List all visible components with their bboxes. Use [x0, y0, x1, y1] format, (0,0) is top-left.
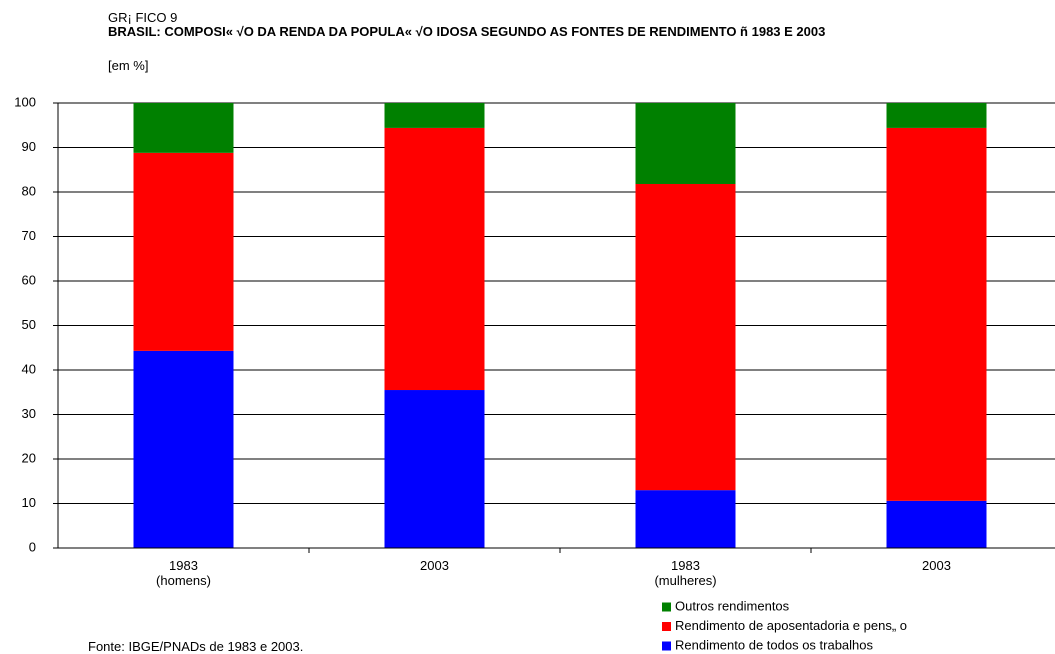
y-tick-label: 10: [22, 495, 36, 510]
chart-title: BRASIL: COMPOSI« √O DA RENDA DA POPULA« …: [108, 24, 826, 39]
bar-segment: [886, 127, 987, 501]
bar-segment: [635, 183, 736, 491]
y-tick-label: 0: [29, 539, 36, 554]
bar-segment: [384, 390, 485, 548]
y-tick-label: 70: [22, 228, 36, 243]
x-tick-label: 2003: [922, 558, 951, 573]
bar-segment: [133, 152, 234, 351]
bar-segment: [133, 350, 234, 548]
bar-segment: [133, 103, 234, 153]
y-tick-label: 90: [22, 139, 36, 154]
bar-segment: [886, 103, 987, 128]
x-tick-label: 1983 (homens): [156, 558, 211, 588]
legend-label: Rendimento de aposentadoria e pens„ o: [675, 618, 907, 633]
y-tick-label: 50: [22, 317, 36, 332]
bar-segment: [384, 127, 485, 391]
x-tick-label: 1983 (mulheres): [654, 558, 717, 588]
y-tick-label: 100: [14, 94, 36, 109]
y-tick-label: 80: [22, 183, 36, 198]
bar-segment: [384, 103, 485, 128]
legend-label: Rendimento de todos os trabalhos: [675, 637, 874, 652]
subtitle: [em %]: [108, 58, 149, 73]
y-tick-label: 20: [22, 450, 36, 465]
legend-swatch: [662, 602, 671, 612]
bar-segment: [635, 490, 736, 548]
y-tick-label: 30: [22, 406, 36, 421]
legend-label: Outros rendimentos: [675, 598, 790, 613]
source: Fonte: IBGE/PNADs de 1983 e 2003.: [88, 639, 304, 654]
x-tick-label: 2003: [420, 558, 449, 573]
pretitle: GR¡ FICO 9: [108, 10, 178, 25]
y-tick-label: 60: [22, 272, 36, 287]
bar-segment: [635, 103, 736, 184]
bar-segment: [886, 500, 987, 548]
legend-swatch: [662, 641, 671, 651]
y-tick-label: 40: [22, 361, 36, 376]
legend-swatch: [662, 622, 671, 631]
